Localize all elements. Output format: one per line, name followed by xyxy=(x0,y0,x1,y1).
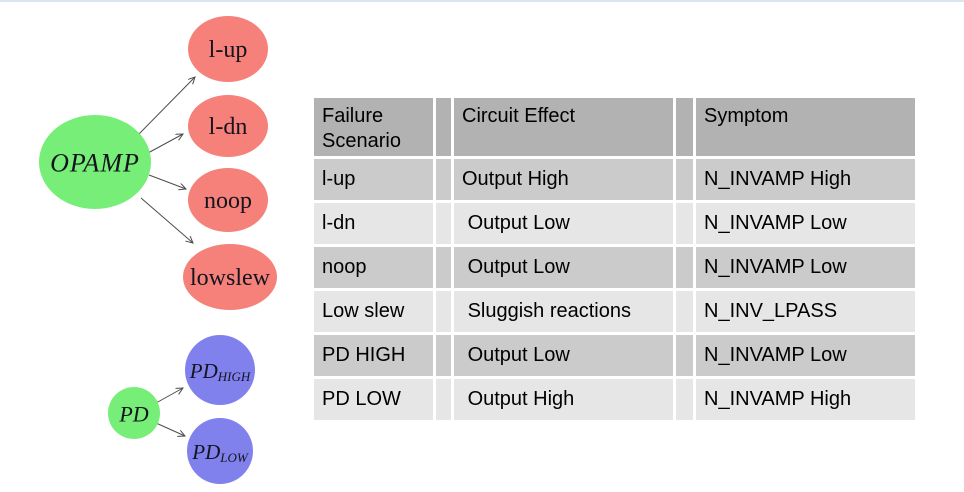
table-row: Low slew Sluggish reactions N_INV_LPASS xyxy=(314,291,915,332)
cell-effect: Output High xyxy=(454,159,673,200)
node-pd-low-label: PDLOW xyxy=(191,440,249,465)
spacer-cell xyxy=(676,291,693,332)
spacer-cell xyxy=(676,159,693,200)
spacer-cell xyxy=(436,159,451,200)
node-l-dn xyxy=(188,95,268,157)
cell-effect: Output Low xyxy=(454,247,673,288)
pd-low-main: PD xyxy=(191,440,220,464)
node-pd-label: PD xyxy=(118,402,148,427)
table-row: l-up Output High N_INVAMP High xyxy=(314,159,915,200)
edge-pd-pdlow xyxy=(155,422,185,436)
cell-effect: Output Low xyxy=(454,335,673,376)
table-row: PD LOW Output High N_INVAMP High xyxy=(314,379,915,420)
cell-symptom: N_INVAMP Low xyxy=(696,247,915,288)
node-pd-high-label: PDHIGH xyxy=(189,359,251,384)
cell-symptom: N_INVAMP Low xyxy=(696,335,915,376)
node-l-up xyxy=(188,16,268,82)
spacer-cell xyxy=(436,291,451,332)
header-circuit-effect: Circuit Effect xyxy=(454,98,673,156)
node-lowslew-label: lowslew xyxy=(190,265,271,291)
spacer-cell xyxy=(676,98,693,156)
node-pd-low xyxy=(187,418,253,484)
pd-low-subscript: LOW xyxy=(219,450,249,465)
spacer-cell xyxy=(436,335,451,376)
edge-opamp-lup xyxy=(136,77,195,137)
diagram-edges xyxy=(136,77,195,436)
cell-symptom: N_INV_LPASS xyxy=(696,291,915,332)
table-header-row: Failure Scenario Circuit Effect Symptom xyxy=(314,98,915,156)
cell-scenario: noop xyxy=(314,247,433,288)
cell-scenario: l-up xyxy=(314,159,433,200)
spacer-cell xyxy=(436,98,451,156)
pd-high-main: PD xyxy=(189,359,218,383)
edge-pd-pdhigh xyxy=(155,388,183,404)
cell-symptom: N_INVAMP High xyxy=(696,379,915,420)
spacer-cell xyxy=(676,247,693,288)
node-l-dn-label: l-dn xyxy=(209,114,248,140)
cell-scenario: l-dn xyxy=(314,203,433,244)
cell-effect: Sluggish reactions xyxy=(454,291,673,332)
cell-symptom: N_INVAMP High xyxy=(696,159,915,200)
table-row: noop Output Low N_INVAMP Low xyxy=(314,247,915,288)
cell-scenario: PD HIGH xyxy=(314,335,433,376)
failure-table: Failure Scenario Circuit Effect Symptom … xyxy=(311,95,918,423)
top-border-line xyxy=(0,0,964,2)
node-noop xyxy=(188,168,268,232)
edge-opamp-lowslew xyxy=(140,197,193,243)
table-row: PD HIGH Output Low N_INVAMP Low xyxy=(314,335,915,376)
node-noop-label: noop xyxy=(204,188,252,214)
pd-high-subscript: HIGH xyxy=(217,369,251,384)
table-row: l-dn Output Low N_INVAMP Low xyxy=(314,203,915,244)
cell-symptom: N_INVAMP Low xyxy=(696,203,915,244)
spacer-cell xyxy=(676,203,693,244)
spacer-cell xyxy=(436,203,451,244)
cell-effect: Output Low xyxy=(454,203,673,244)
cell-effect: Output High xyxy=(454,379,673,420)
cell-scenario: Low slew xyxy=(314,291,433,332)
node-l-up-label: l-up xyxy=(209,37,248,63)
node-lowslew xyxy=(183,244,277,310)
spacer-cell xyxy=(436,247,451,288)
node-opamp xyxy=(39,115,151,209)
header-symptom: Symptom xyxy=(696,98,915,156)
edge-opamp-noop xyxy=(148,174,186,189)
spacer-cell xyxy=(676,335,693,376)
header-failure-scenario: Failure Scenario xyxy=(314,98,433,156)
spacer-cell xyxy=(436,379,451,420)
fault-tree-diagram: OPAMP l-up l-dn noop lowslew PD PDHIGH P… xyxy=(39,16,277,484)
edge-opamp-ldn xyxy=(147,134,183,154)
node-pd-high xyxy=(185,335,255,405)
spacer-cell xyxy=(676,379,693,420)
node-opamp-label: OPAMP xyxy=(50,149,140,178)
cell-scenario: PD LOW xyxy=(314,379,433,420)
node-pd xyxy=(108,387,160,439)
